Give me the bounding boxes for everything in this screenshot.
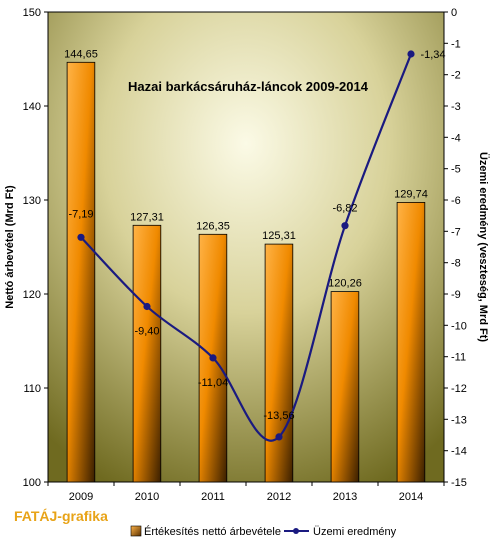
line-series [77,50,415,442]
x-tick-label-2009: 2009 [69,491,93,503]
bar-label-2011: 126,35 [196,220,230,232]
line-label-2011: -11,04 [198,377,228,389]
left-tick-label-150: 150 [23,7,41,19]
left-tick-label-110: 110 [23,383,41,395]
left-tick-label-130: 130 [23,195,41,207]
line-label-2012: -13,56 [263,410,294,422]
right-axis-title: Üzemi eredmény (veszteség, Mrd Ft) [477,152,490,342]
left-axis-ticks: 100 110 120 130 140 150 [23,7,48,489]
legend: Értékesítés nettó árbevétele Üzemi eredm… [130,525,397,538]
right-tick-label--9: -9 [451,289,461,301]
bar-2013 [330,291,360,483]
bar-label-2010: 127,31 [130,211,164,223]
left-tick-label-140: 140 [23,101,41,113]
right-tick-label--14: -14 [451,446,467,458]
legend-label-line: Üzemi eredmény [313,526,397,538]
right-tick-label--11: -11 [451,352,466,364]
line-label-2010: -9,40 [134,326,159,338]
x-tick-label-2013: 2013 [333,491,357,503]
bar-2010 [132,224,162,483]
left-axis-title: Nettó árbevétel (Mrd Ft) [4,185,16,309]
right-tick-label-0: 0 [451,7,457,19]
bar-2014 [396,201,426,483]
x-axis-ticks: 2009 2010 2011 2012 2013 2014 [47,482,445,503]
right-tick-label--8: -8 [451,258,461,270]
legend-label-bars: Értékesítés nettó árbevétele [144,525,281,538]
line-point-2011 [209,354,217,362]
legend-swatch-bars [130,525,142,537]
right-tick-label--10: -10 [451,320,467,332]
right-tick-label--6: -6 [451,195,461,207]
right-axis-ticks: -15-14-13-12-11-10-9-8-7-6-5-4-3-2-10 [444,7,467,489]
right-tick-label--3: -3 [451,101,461,113]
credit-label: FATÁJ-grafika [14,508,108,524]
right-tick-label--2: -2 [451,70,461,82]
line-label-2013: -6,82 [332,203,357,215]
bar-series [66,61,426,483]
line-point-2013 [341,222,349,230]
bar-label-2013: 120,26 [328,278,362,290]
x-tick-label-2011: 2011 [201,491,225,503]
bar-data-labels: 144,65 127,31 126,35 125,31 120,26 129,74 [64,48,428,289]
chart-title: Hazai barkácsáruház-láncok 2009-2014 [128,79,369,94]
right-tick-label--4: -4 [451,132,461,144]
line-point-2012 [275,433,283,441]
line-point-2009 [77,233,85,241]
right-tick-label--1: -1 [451,38,461,50]
line-point-2010 [143,302,151,311]
x-tick-label-2012: 2012 [267,491,291,503]
x-tick-label-2010: 2010 [135,491,159,503]
right-tick-label--15: -15 [451,477,467,489]
right-tick-label--13: -13 [451,414,467,426]
bar-label-2014: 129,74 [394,188,428,200]
bar-label-2009: 144,65 [64,48,98,60]
bar-label-2012: 125,31 [262,230,296,242]
left-tick-label-120: 120 [23,289,41,301]
bar-2012 [264,243,294,483]
x-tick-label-2014: 2014 [399,491,423,503]
right-tick-label--7: -7 [451,226,461,238]
left-tick-label-100: 100 [23,477,41,489]
line-label-2009: -7,19 [68,208,93,220]
right-tick-label--5: -5 [451,164,461,176]
line-label-2014: -1,34 [420,49,445,61]
legend-swatch-marker [293,528,299,534]
plot-background [47,11,445,483]
right-tick-label--12: -12 [451,383,467,395]
line-data-labels: -7,19 -9,40 -11,04 -13,56 -6,82 -1,34 [68,49,445,422]
bar-2009 [66,61,96,483]
line-point-2014 [407,50,415,58]
